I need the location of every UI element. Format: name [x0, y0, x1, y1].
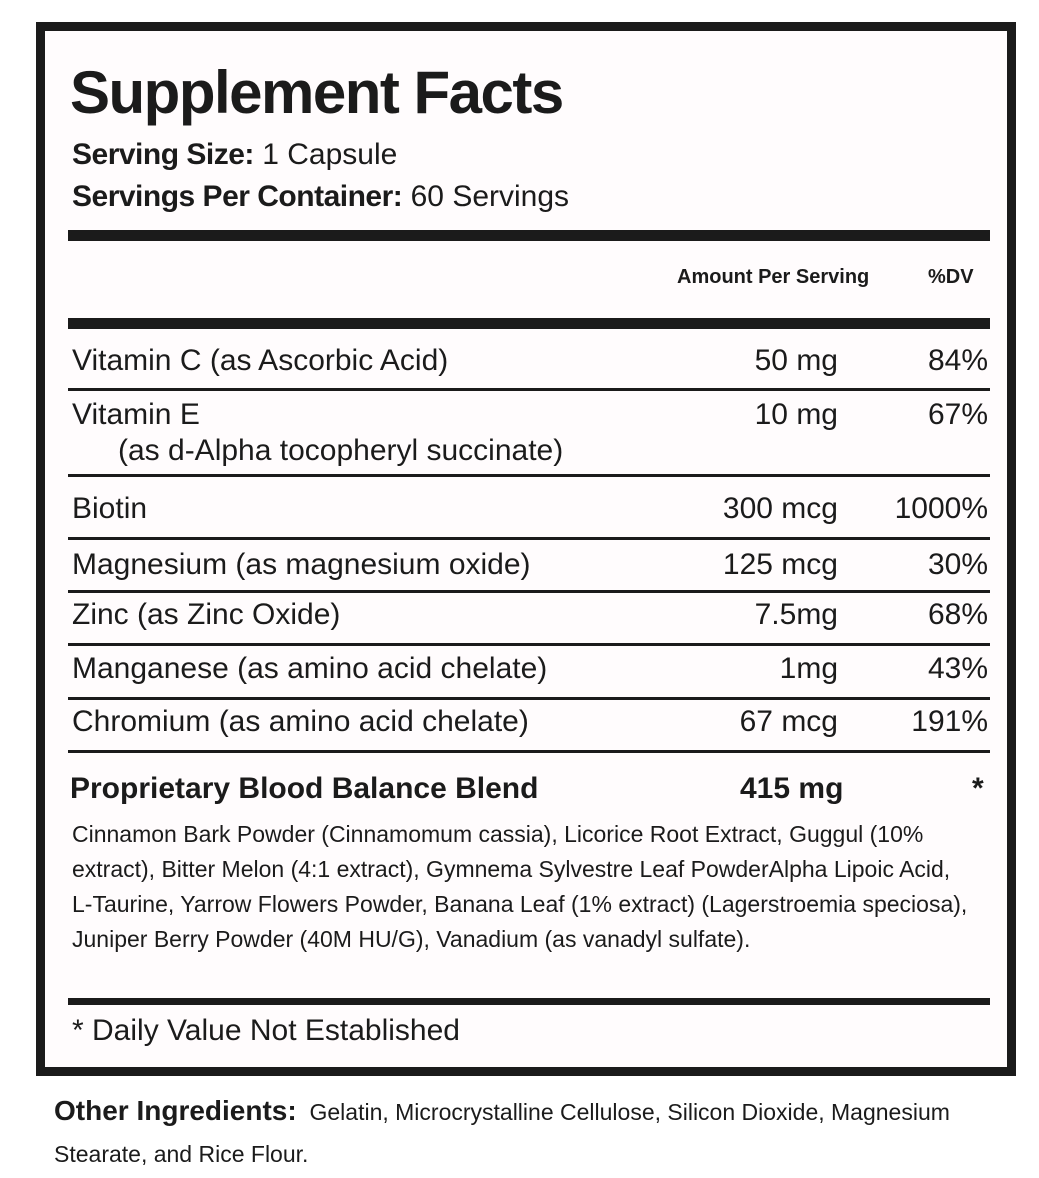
- nutrient-amount: 300 mcg: [722, 492, 838, 525]
- divider-thin: [68, 643, 990, 646]
- nutrient-dv: 1000%: [894, 492, 988, 525]
- nutrient-dv: 30%: [927, 548, 988, 581]
- nutrient-dv: 67%: [927, 398, 988, 431]
- nutrient-dv: 68%: [927, 598, 988, 631]
- panel-title: Supplement Facts: [70, 59, 564, 126]
- blend-dv: *: [972, 772, 984, 805]
- divider-thick: [68, 230, 990, 241]
- nutrient-amount: 1mg: [779, 652, 838, 685]
- divider-thin: [68, 590, 990, 593]
- amount-header: Amount Per Serving: [677, 266, 870, 288]
- nutrient-amount: 67 mcg: [739, 705, 838, 738]
- nutrient-amount: 10 mg: [754, 398, 838, 431]
- nutrient-name: Zinc (as Zinc Oxide): [72, 598, 341, 631]
- other-ingredients: Other Ingredients: Gelatin, Microcrystal…: [54, 1095, 950, 1167]
- nutrient-dv: 191%: [911, 705, 988, 738]
- divider-thick: [68, 998, 990, 1005]
- divider-thin: [68, 474, 990, 477]
- blend-name: Proprietary Blood Balance Blend: [70, 772, 539, 805]
- servings-per-container: Servings Per Container: 60 Servings: [72, 180, 570, 213]
- blend-amount: 415 mg: [740, 772, 844, 805]
- divider-thin: [68, 537, 990, 540]
- nutrient-source: (as d-Alpha tocopheryl succinate): [118, 434, 564, 467]
- nutrient-name: Manganese (as amino acid chelate): [72, 652, 548, 685]
- nutrient-dv: 43%: [927, 652, 988, 685]
- nutrient-amount: 50 mg: [754, 344, 838, 377]
- divider-thin: [68, 750, 990, 753]
- divider-thin: [68, 697, 990, 700]
- footnote: * Daily Value Not Established: [72, 1014, 460, 1047]
- nutrient-dv: 84%: [927, 344, 988, 377]
- divider-thick: [68, 318, 990, 329]
- dv-header: %DV: [928, 266, 974, 288]
- divider-thin: [68, 388, 990, 391]
- nutrient-name: Magnesium (as magnesium oxide): [72, 548, 531, 581]
- nutrient-name: Vitamin C (as Ascorbic Acid): [72, 344, 449, 377]
- supplement-facts-panel: [36, 22, 1016, 1076]
- nutrient-amount: 125 mcg: [722, 548, 838, 581]
- serving-size: Serving Size: 1 Capsule: [72, 138, 398, 171]
- nutrient-name: Biotin: [72, 492, 148, 525]
- blend-ingredients: Cinnamon Bark Powder (Cinnamomum cassia)…: [72, 821, 968, 952]
- nutrient-name: Chromium (as amino acid chelate): [72, 705, 529, 738]
- nutrient-name: Vitamin E: [72, 398, 200, 431]
- nutrient-amount: 7.5mg: [754, 598, 838, 631]
